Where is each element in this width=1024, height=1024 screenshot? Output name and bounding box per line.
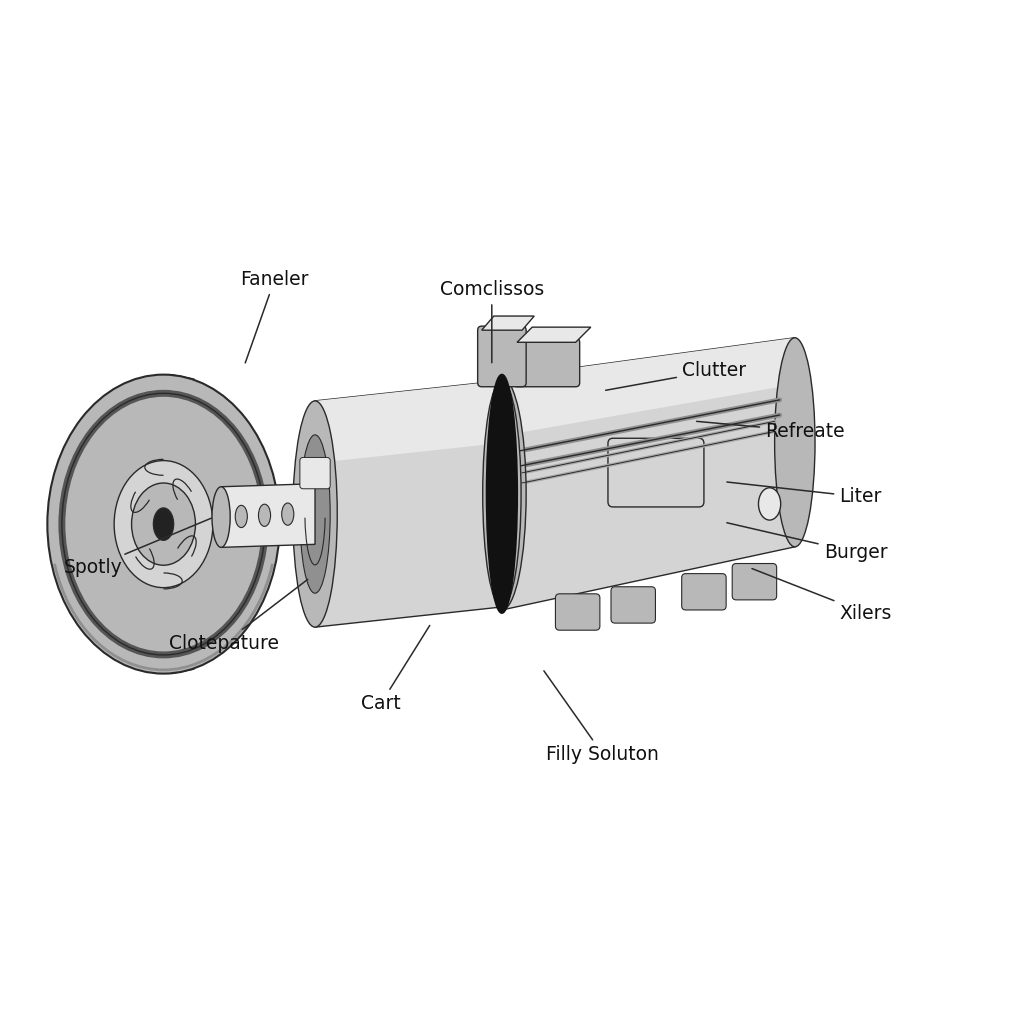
Text: Refreate: Refreate <box>696 421 845 440</box>
FancyBboxPatch shape <box>477 326 526 387</box>
Ellipse shape <box>759 487 780 520</box>
Polygon shape <box>172 375 194 674</box>
Text: Clutter: Clutter <box>605 361 746 390</box>
Ellipse shape <box>477 378 526 610</box>
Ellipse shape <box>154 508 174 541</box>
Text: Faneler: Faneler <box>241 270 309 362</box>
Ellipse shape <box>774 338 815 547</box>
FancyBboxPatch shape <box>732 563 776 600</box>
Polygon shape <box>221 483 315 548</box>
FancyBboxPatch shape <box>513 338 580 387</box>
Ellipse shape <box>482 381 521 607</box>
Ellipse shape <box>258 504 270 526</box>
Text: Spotly: Spotly <box>63 518 211 578</box>
FancyBboxPatch shape <box>608 438 703 507</box>
Ellipse shape <box>212 486 230 548</box>
FancyBboxPatch shape <box>300 458 330 488</box>
Ellipse shape <box>131 483 196 565</box>
Polygon shape <box>315 381 502 463</box>
Ellipse shape <box>293 400 337 627</box>
Ellipse shape <box>486 375 517 613</box>
Ellipse shape <box>114 461 213 588</box>
Ellipse shape <box>236 505 248 527</box>
FancyBboxPatch shape <box>682 573 726 610</box>
Ellipse shape <box>300 435 330 593</box>
Text: Filly Soluton: Filly Soluton <box>544 671 659 764</box>
Text: Burger: Burger <box>727 522 887 562</box>
Polygon shape <box>315 381 502 627</box>
Polygon shape <box>517 327 591 342</box>
Ellipse shape <box>47 375 280 674</box>
Polygon shape <box>502 338 795 436</box>
Polygon shape <box>481 316 535 330</box>
Text: Liter: Liter <box>727 482 882 506</box>
FancyBboxPatch shape <box>611 587 655 624</box>
Polygon shape <box>502 338 795 610</box>
FancyBboxPatch shape <box>555 594 600 630</box>
Text: Comclissos: Comclissos <box>439 281 544 362</box>
Text: Xilers: Xilers <box>752 568 892 623</box>
Text: Cart: Cart <box>360 626 430 714</box>
Ellipse shape <box>282 503 294 525</box>
Text: Clotepature: Clotepature <box>169 580 308 653</box>
